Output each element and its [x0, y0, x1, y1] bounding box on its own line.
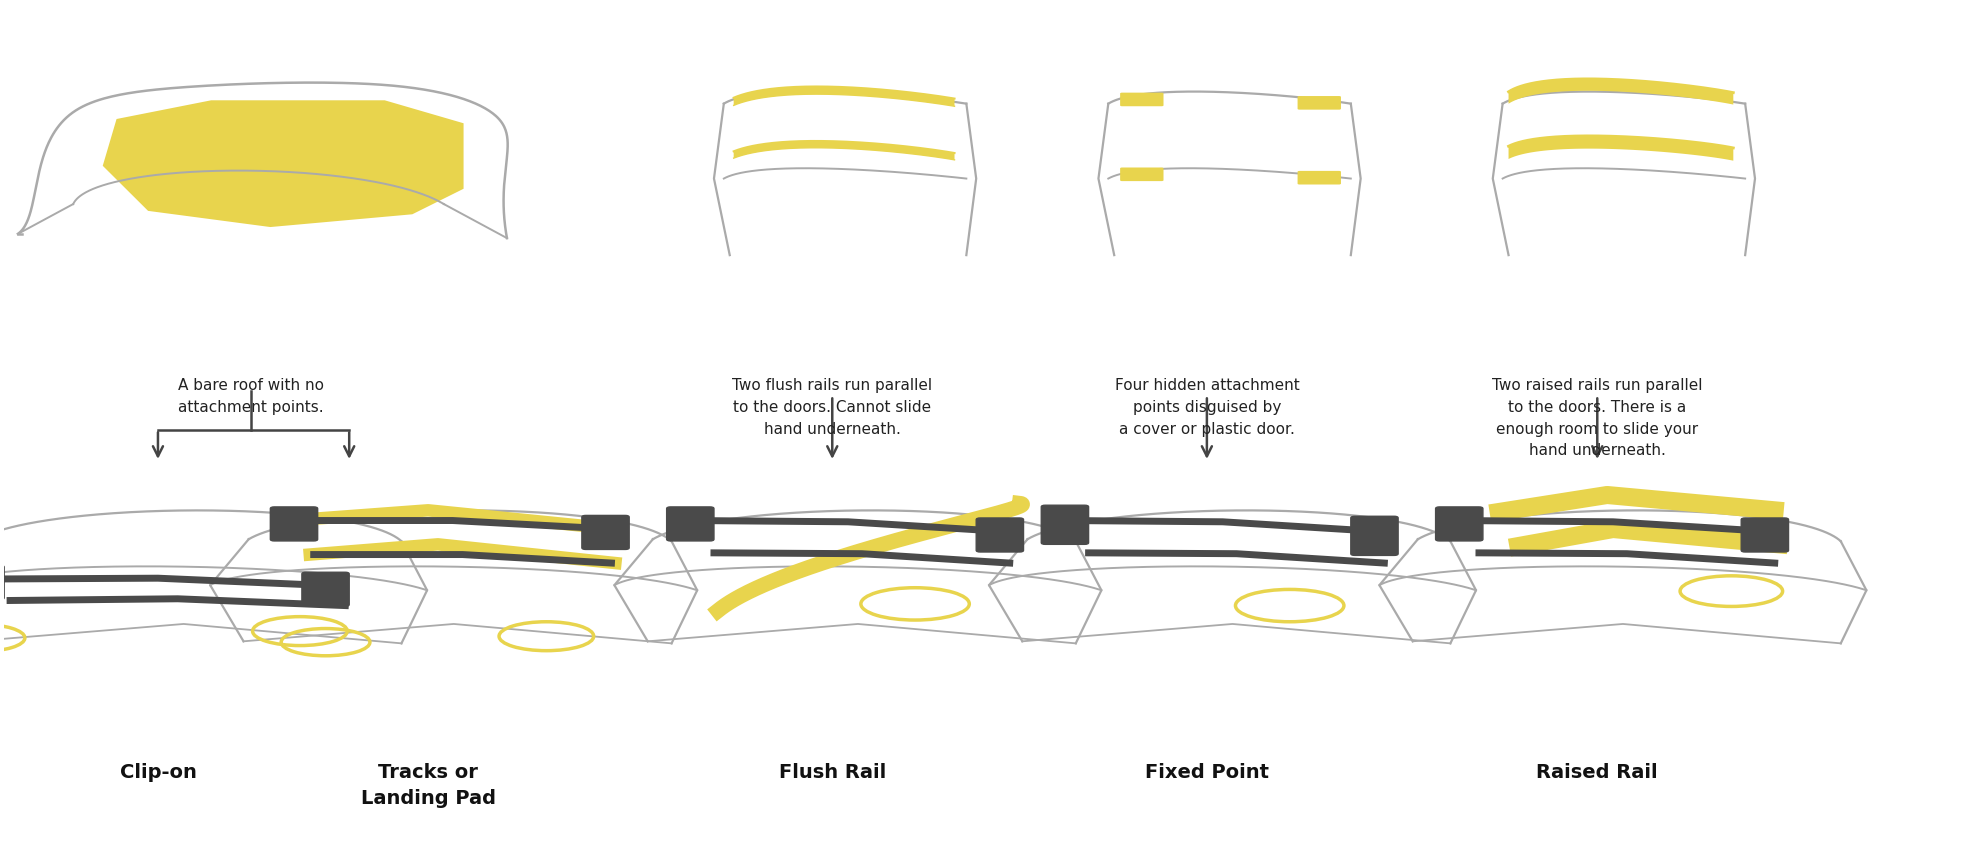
FancyBboxPatch shape	[667, 507, 715, 541]
Polygon shape	[735, 141, 954, 160]
FancyBboxPatch shape	[0, 565, 4, 600]
Polygon shape	[1509, 136, 1732, 161]
FancyBboxPatch shape	[1041, 505, 1089, 545]
FancyBboxPatch shape	[976, 518, 1024, 552]
FancyBboxPatch shape	[582, 515, 630, 550]
FancyBboxPatch shape	[301, 572, 348, 606]
Text: Four hidden attachment
points disguised by
a cover or plastic door.: Four hidden attachment points disguised …	[1115, 379, 1299, 436]
FancyBboxPatch shape	[1297, 96, 1340, 110]
Text: Fixed Point: Fixed Point	[1144, 763, 1269, 782]
FancyBboxPatch shape	[1436, 507, 1483, 541]
Polygon shape	[103, 101, 463, 227]
FancyBboxPatch shape	[1121, 93, 1164, 107]
Text: Two raised rails run parallel
to the doors. There is a
enough room to slide your: Two raised rails run parallel to the doo…	[1493, 379, 1703, 458]
FancyBboxPatch shape	[271, 507, 317, 541]
Text: Two flush rails run parallel
to the doors. Cannot slide
hand underneath.: Two flush rails run parallel to the door…	[733, 379, 933, 436]
Polygon shape	[1509, 79, 1732, 105]
Polygon shape	[735, 87, 954, 107]
Text: Raised Rail: Raised Rail	[1536, 763, 1657, 782]
Text: A bare roof with no
attachment points.: A bare roof with no attachment points.	[178, 379, 323, 415]
FancyBboxPatch shape	[1297, 171, 1340, 185]
Text: Clip-on: Clip-on	[119, 763, 196, 782]
FancyBboxPatch shape	[1740, 518, 1788, 552]
Text: Flush Rail: Flush Rail	[778, 763, 885, 782]
FancyBboxPatch shape	[1121, 168, 1164, 181]
FancyBboxPatch shape	[1350, 516, 1398, 556]
Text: Tracks or
Landing Pad: Tracks or Landing Pad	[360, 763, 495, 808]
